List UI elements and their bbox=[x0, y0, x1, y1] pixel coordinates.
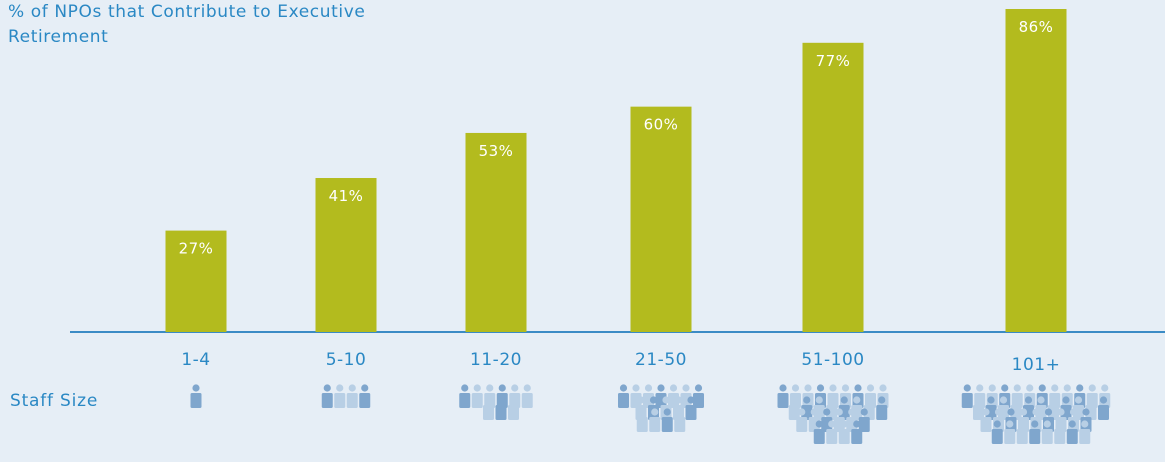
category-label: 5-10 bbox=[326, 350, 367, 370]
bar-value-label: 41% bbox=[329, 187, 364, 205]
bar-21-50 bbox=[630, 106, 692, 333]
bar-labels-group: 27% 41% 53% 60% 77% 86% bbox=[179, 18, 1054, 258]
people-icon bbox=[961, 384, 1111, 444]
people-icon bbox=[459, 384, 533, 420]
people-icon bbox=[777, 384, 889, 444]
bar-value-label: 60% bbox=[644, 116, 679, 134]
bar-value-label: 77% bbox=[816, 52, 851, 70]
category-label: 11-20 bbox=[470, 350, 522, 370]
people-groups bbox=[190, 384, 1111, 444]
people-icon bbox=[190, 384, 202, 408]
people-icon bbox=[618, 384, 704, 432]
bar-value-label: 53% bbox=[479, 142, 514, 160]
people-icon bbox=[321, 384, 371, 408]
bar-11-20 bbox=[465, 132, 527, 332]
category-label: 51-100 bbox=[801, 350, 864, 370]
bar-51-100 bbox=[802, 42, 864, 332]
category-labels-group: 1-4 5-10 11-20 21-50 51-100 101+ bbox=[181, 350, 1061, 375]
bar-1-4 bbox=[165, 230, 227, 332]
bar-value-label: 86% bbox=[1019, 18, 1054, 36]
category-label: 21-50 bbox=[635, 350, 687, 370]
bars-group bbox=[165, 9, 1067, 333]
bar-101+ bbox=[1005, 9, 1067, 332]
staff-size-label: Staff Size bbox=[10, 391, 98, 411]
chart-title: % of NPOs that Contribute to Executive R… bbox=[8, 2, 366, 47]
bar-value-label: 27% bbox=[179, 240, 214, 258]
category-label: 1-4 bbox=[181, 350, 210, 370]
category-label: 101+ bbox=[1012, 355, 1061, 375]
bar-5-10 bbox=[315, 178, 377, 332]
